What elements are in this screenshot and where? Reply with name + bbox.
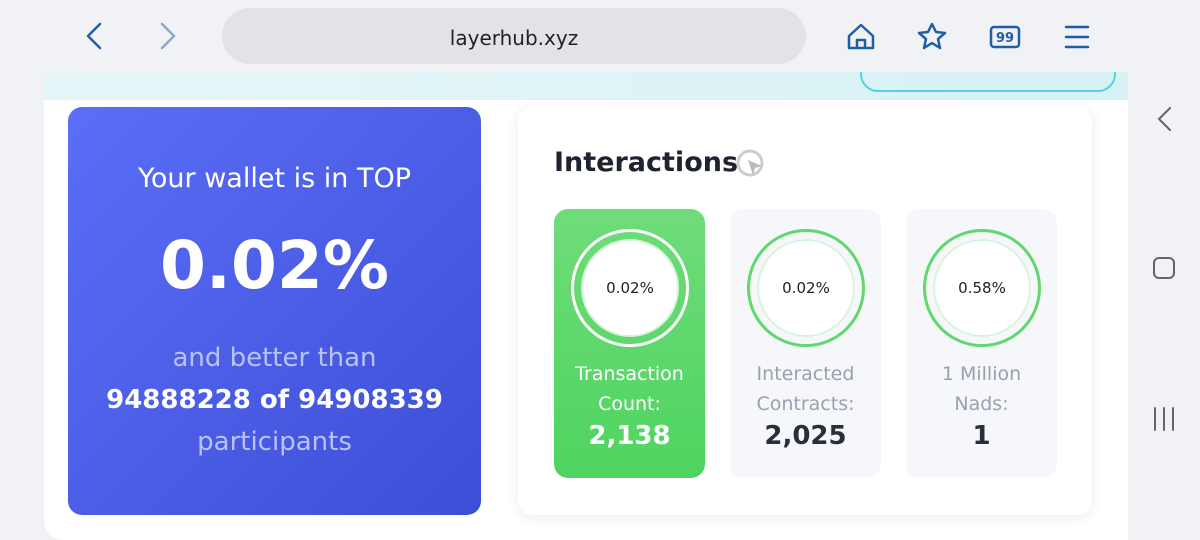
address-bar[interactable]: layerhub.xyz [222, 8, 806, 64]
stat-ring: 0.02% [747, 229, 865, 347]
menu-button[interactable] [1064, 25, 1090, 49]
tabs-count: 99 [996, 31, 1014, 46]
stat-value: 1 [972, 421, 991, 451]
url-text: layerhub.xyz [449, 26, 579, 50]
stat-value: 2,025 [764, 421, 847, 451]
stat-percent: 0.02% [583, 241, 677, 335]
tabs-button[interactable] [989, 25, 1021, 49]
cursor-icon [736, 149, 764, 177]
interactions-title: Interactions [554, 147, 739, 178]
stat-label: Interacted Contracts: [756, 363, 855, 415]
favorites-button[interactable] [917, 22, 947, 50]
header-button[interactable] [860, 72, 1116, 92]
rank-card: Your wallet is in TOP 0.02% and better t… [68, 107, 481, 515]
stat-label: Transaction Count: [575, 363, 684, 415]
stat-card: 0.02% Interacted Contracts: 2,025 [730, 209, 881, 478]
rank-line3: participants [197, 427, 352, 457]
web-page: Your wallet is in TOP 0.02% and better t… [44, 72, 1128, 540]
rank-heading: Your wallet is in TOP [137, 163, 411, 194]
rank-line2: 94888228 of 94908339 [106, 385, 443, 415]
stat-ring: 0.58% [923, 229, 1041, 347]
home-nav[interactable] [1153, 257, 1175, 279]
stat-card: 0.02% Transaction Count: 2,138 [554, 209, 705, 478]
stat-percent: 0.02% [759, 241, 853, 335]
rank-line1: and better than [172, 343, 377, 373]
stat-card: 0.58% 1 Million Nads: 1 [906, 209, 1057, 478]
stat-ring: 0.02% [571, 229, 689, 347]
interactions-card: Interactions 0.02% Transaction Count: 2,… [518, 107, 1092, 515]
back-button[interactable] [86, 22, 102, 50]
recents-nav[interactable] [1154, 407, 1174, 431]
stat-percent: 0.58% [935, 241, 1029, 335]
side-back[interactable] [1157, 107, 1171, 131]
stat-value: 2,138 [588, 421, 671, 451]
home-button[interactable] [847, 23, 875, 50]
forward-button[interactable] [160, 22, 176, 50]
rank-percent: 0.02% [160, 227, 389, 304]
header-strip [44, 72, 1128, 100]
stat-label: 1 Million Nads: [941, 363, 1022, 415]
